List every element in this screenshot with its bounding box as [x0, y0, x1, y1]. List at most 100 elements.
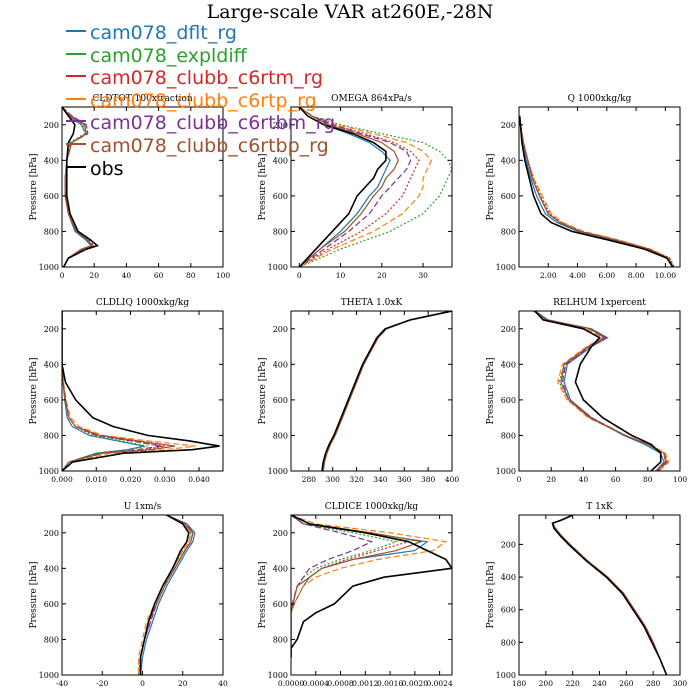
legend-item: cam078_clubb_c6rtp_rg: [66, 90, 396, 113]
x-tick-label: 220: [566, 679, 581, 688]
x-tick-label: 0.040: [188, 475, 210, 484]
x-tick-label: 0.0024: [426, 679, 452, 688]
x-tick-label: 40: [218, 679, 228, 688]
series-line: [551, 515, 668, 675]
panel-title: RELHUM 1xpercent: [553, 298, 646, 308]
series-line: [291, 515, 452, 658]
x-tick-label: 100: [673, 475, 688, 484]
legend-swatch: [66, 142, 86, 145]
x-tick-label: 20: [546, 475, 556, 484]
x-tick-label: 200: [539, 679, 554, 688]
x-tick-label: 6.00: [598, 271, 615, 280]
x-tick-label: 180: [512, 679, 527, 688]
y-tick-label: 1000: [39, 467, 59, 476]
y-tick-label: 400: [44, 564, 59, 573]
series-line: [62, 311, 196, 471]
panel-title: CLDLIQ 1000xkg/kg: [96, 298, 190, 308]
x-tick-label: 300: [326, 475, 341, 484]
x-tick-label: 40: [122, 271, 132, 280]
series-line: [519, 115, 674, 267]
series-line: [291, 515, 448, 658]
legend: cam078_dflt_rg cam078_expldiff cam078_cl…: [66, 22, 396, 180]
series-line: [62, 311, 220, 471]
legend-item: cam078_clubb_c6rtbm_rg: [66, 112, 396, 135]
y-tick-label: 600: [501, 192, 516, 201]
x-tick-label: 10: [336, 271, 346, 280]
legend-swatch: [66, 97, 86, 100]
y-tick-label: 400: [501, 156, 516, 165]
legend-swatch: [66, 52, 86, 55]
y-tick-label: 800: [273, 635, 288, 644]
y-tick-label: 400: [501, 573, 516, 582]
series-line: [519, 115, 674, 267]
series-line: [62, 311, 162, 471]
series-line: [139, 515, 194, 675]
series-line: [534, 311, 665, 471]
plot-frame: [61, 310, 224, 472]
legend-item: cam078_dflt_rg: [66, 22, 396, 45]
legend-swatch: [66, 165, 86, 168]
y-tick-label: 200: [273, 325, 288, 334]
x-tick-label: 380: [421, 475, 436, 484]
y-axis-label: Pressure [hPa]: [258, 357, 268, 424]
series-line: [519, 115, 675, 267]
x-tick-label: 0.010: [86, 475, 108, 484]
x-tick-label: -40: [56, 679, 68, 688]
series-line: [139, 515, 194, 675]
y-tick-label: 200: [501, 121, 516, 130]
y-tick-label: 200: [44, 529, 59, 538]
chart-panel: Q 1000xkg/kg 200 400 600 800 1000 2.00 4.00 6.00…: [486, 94, 681, 280]
x-tick-label: 280: [302, 475, 317, 484]
y-tick-label: 800: [44, 431, 59, 440]
y-tick-label: 600: [44, 396, 59, 405]
series-line: [322, 311, 452, 471]
x-tick-label: 320: [349, 475, 364, 484]
x-tick-label: 0.0016: [377, 679, 403, 688]
legend-item: cam078_clubb_c6rtbp_rg: [66, 135, 396, 158]
plot-frame: [518, 310, 681, 472]
plot-frame: [61, 106, 224, 268]
panel-title: THETA 1.0xK: [341, 298, 403, 308]
legend-label: cam078_expldiff: [90, 44, 247, 67]
chart-panel: OMEGA 864xPa/s 200 400 600 800 1000 0 10 20 30 Pre…: [258, 94, 453, 280]
x-tick-label: 0.030: [154, 475, 176, 484]
series-line: [532, 311, 668, 471]
series-line: [551, 515, 668, 675]
series-line: [321, 311, 452, 471]
y-axis-label: Pressure [hPa]: [258, 153, 268, 220]
x-tick-label: 0: [140, 679, 145, 688]
y-tick-label: 200: [44, 325, 59, 334]
series-line: [551, 515, 668, 675]
y-axis-label: Pressure [hPa]: [29, 357, 39, 424]
y-axis-label: Pressure [hPa]: [258, 561, 268, 628]
legend-label: cam078_clubb_c6rtbp_rg: [90, 134, 329, 157]
series-line: [139, 515, 196, 675]
y-tick-label: 400: [44, 360, 59, 369]
y-tick-label: 600: [501, 606, 516, 615]
x-tick-label: 60: [611, 475, 621, 484]
series-line: [322, 311, 452, 471]
series-line: [62, 311, 165, 471]
y-axis-label: Pressure [hPa]: [486, 153, 496, 220]
x-tick-label: 300: [673, 679, 688, 688]
series-line: [532, 311, 668, 471]
legend-label: cam078_clubb_c6rtp_rg: [90, 89, 317, 112]
figure-title: Large-scale VAR at260E,-28N: [206, 1, 494, 23]
x-tick-label: 280: [646, 679, 661, 688]
x-tick-label: 0: [60, 271, 65, 280]
panel-title: CLDICE 1000xkg/kg: [325, 502, 419, 512]
x-tick-label: 400: [445, 475, 460, 484]
y-tick-label: 1000: [268, 263, 288, 272]
series-line: [551, 515, 668, 675]
x-tick-label: 0.0012: [352, 679, 378, 688]
y-tick-label: 1000: [39, 263, 59, 272]
series-line: [62, 311, 145, 471]
y-tick-label: 200: [501, 325, 516, 334]
y-tick-label: 600: [44, 192, 59, 201]
x-tick-label: 80: [186, 271, 196, 280]
series-line: [322, 311, 452, 471]
series-line: [519, 115, 674, 267]
